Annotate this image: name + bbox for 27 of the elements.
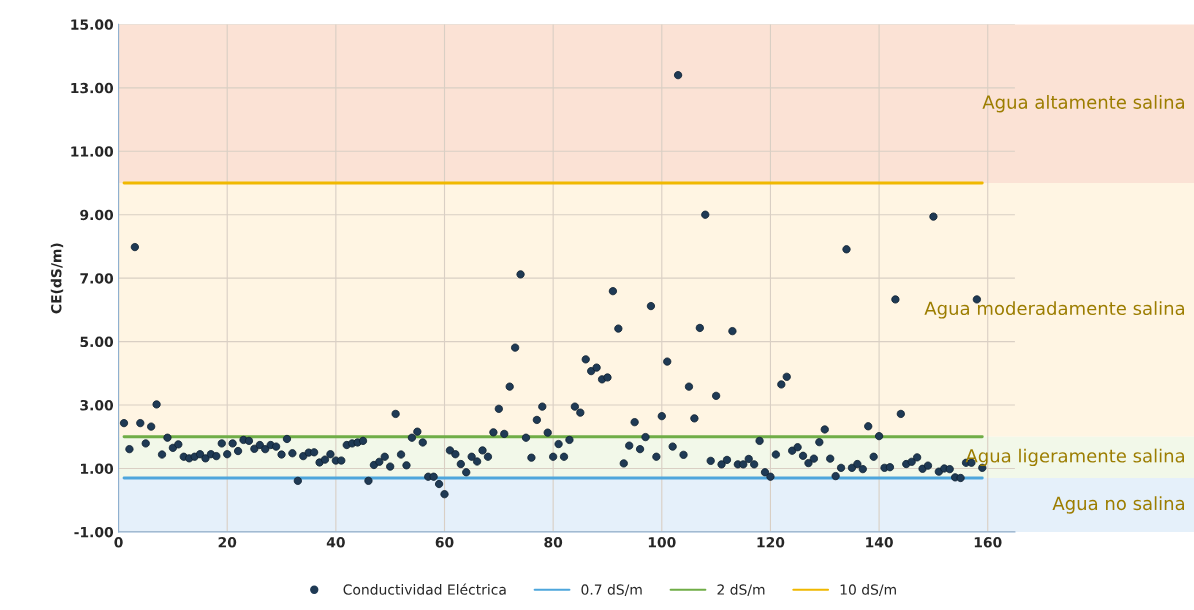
y-tick-label: 1.00	[81, 463, 114, 474]
y-tick-label: 13.00	[71, 82, 114, 94]
band-label: Agua ligeramente salina	[965, 448, 1184, 467]
legend-label: Conductividad Eléctrica	[343, 583, 506, 595]
legend-label: 2 dS/m	[717, 584, 765, 596]
y-tick-label: 9.00	[80, 209, 114, 221]
y-tick-label: 11.00	[71, 146, 114, 157]
x-tick-label: 100	[648, 537, 676, 548]
y-tick-label: 7.00	[80, 273, 114, 284]
band-label: Agua altamente salina	[982, 94, 1185, 113]
band-label: Agua moderadamente salina	[924, 301, 1184, 319]
y-tick-label: 5.00	[80, 336, 114, 348]
x-tick-label: 0	[114, 537, 123, 548]
y-tick-label: 3.00	[80, 400, 114, 411]
band-label: Agua no salina	[1052, 496, 1185, 514]
y-tick-label: 15.00	[71, 19, 114, 30]
x-tick-label: 120	[757, 537, 785, 548]
x-tick-label: 20	[218, 537, 237, 548]
legend-label: 0.7 dS/m	[581, 584, 642, 596]
legend-label: 10 dS/m	[840, 584, 896, 596]
x-tick-label: 140	[866, 537, 893, 548]
x-tick-label: 80	[544, 537, 563, 548]
y-axis-title: CE(dS/m)	[50, 243, 64, 314]
y-tick-label: -1.00	[74, 526, 114, 538]
x-tick-label: 40	[326, 537, 345, 548]
x-tick-label: 60	[435, 537, 454, 548]
x-tick-label: 160	[974, 537, 1002, 548]
